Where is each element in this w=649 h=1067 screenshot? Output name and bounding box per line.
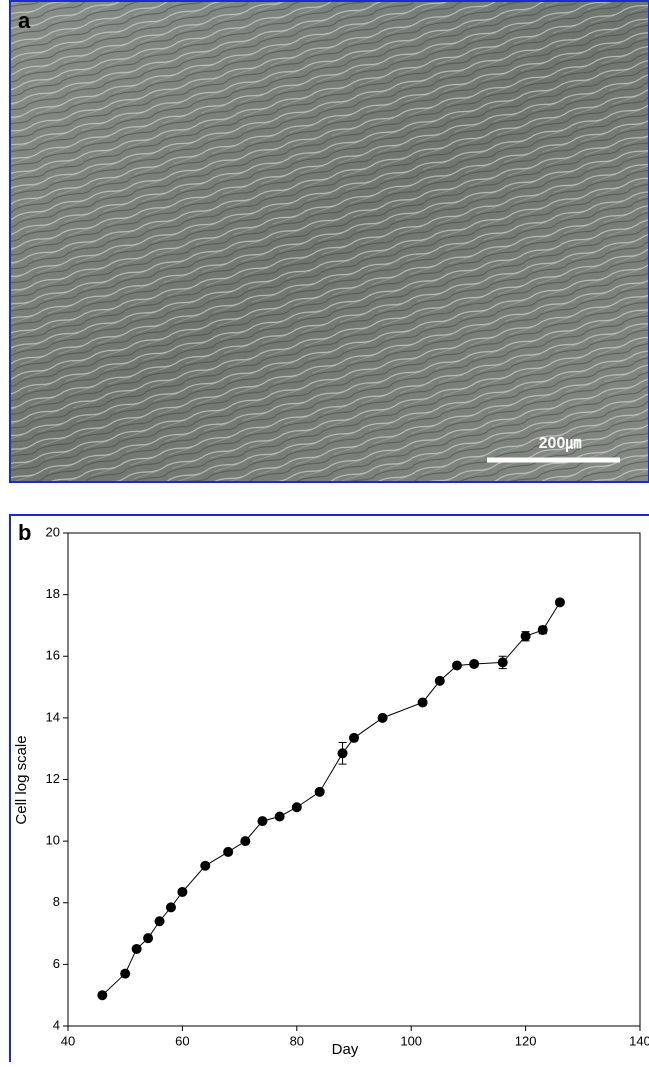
data-point <box>451 660 462 671</box>
data-point <box>469 658 480 669</box>
data-point <box>417 697 428 708</box>
x-axis-label: Day <box>332 1041 359 1058</box>
data-point <box>274 811 285 822</box>
data-point <box>165 902 176 913</box>
panel-label: b <box>18 520 31 545</box>
y-tick-label: 14 <box>46 709 60 724</box>
y-tick-label: 18 <box>46 586 60 601</box>
data-point <box>200 860 211 871</box>
y-tick-label: 8 <box>53 894 60 909</box>
panel-frame <box>9 514 649 1067</box>
data-point <box>314 786 325 797</box>
data-point <box>120 968 131 979</box>
y-tick-label: 6 <box>53 956 60 971</box>
panel-b: b Day Cell log scale <box>9 514 649 1067</box>
data-point <box>554 597 565 608</box>
data-point <box>143 933 154 944</box>
x-tick-label: 60 <box>175 1033 189 1048</box>
data-point <box>497 657 508 668</box>
x-tick-label: 120 <box>515 1033 537 1048</box>
x-tick-label: 80 <box>290 1033 304 1048</box>
scale-bar-label: 200㎛ <box>539 435 582 453</box>
data-point <box>97 990 108 1001</box>
data-point <box>154 916 165 927</box>
x-tick-label: 140 <box>629 1033 649 1048</box>
x-tick-label: 40 <box>61 1033 75 1048</box>
data-point <box>131 943 142 954</box>
data-point <box>377 712 388 723</box>
data-point <box>337 748 348 759</box>
data-point <box>240 836 251 847</box>
panel-a: a 200㎛ <box>9 0 649 483</box>
y-axis-label: Cell log scale <box>13 735 30 824</box>
x-tick-label: 100 <box>400 1033 422 1048</box>
y-tick-label: 10 <box>46 833 60 848</box>
data-point <box>349 732 359 743</box>
panel-label: a <box>18 8 31 33</box>
micrograph-texture <box>11 2 648 481</box>
data-point <box>434 675 445 686</box>
data-point <box>520 631 531 642</box>
data-point <box>537 625 548 636</box>
y-tick-label: 12 <box>46 771 60 786</box>
data-point <box>223 846 234 857</box>
data-point <box>291 802 302 813</box>
data-point <box>177 886 188 897</box>
y-tick-label: 16 <box>46 648 60 663</box>
data-point <box>257 816 268 827</box>
y-tick-label: 20 <box>46 524 60 539</box>
y-tick-label: 4 <box>53 1017 60 1032</box>
